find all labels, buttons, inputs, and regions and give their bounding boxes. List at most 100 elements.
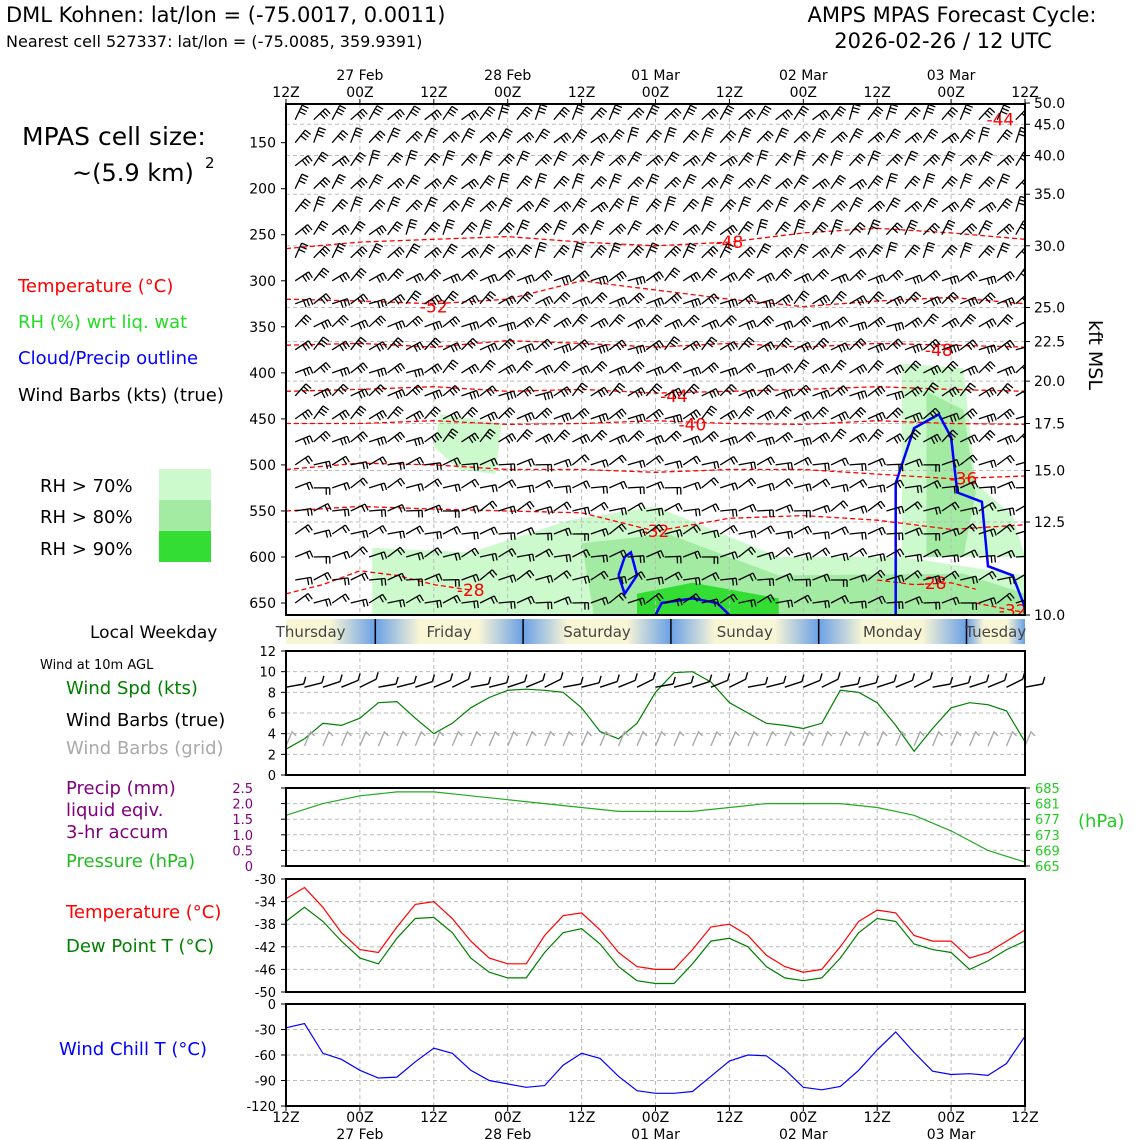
- wind-barb: [497, 172, 510, 189]
- wind-barb: [534, 222, 552, 236]
- wind-barb: [553, 501, 572, 512]
- wind-barb: [664, 318, 683, 330]
- legend-precip: Precip (mm): [66, 778, 176, 799]
- wind-barb: [442, 385, 461, 397]
- weekday-label: Sunday: [717, 623, 773, 641]
- wind-barb: [590, 429, 608, 443]
- wind-barb: [756, 436, 776, 447]
- wind-barb: [941, 343, 960, 354]
- wind-barb: [756, 218, 769, 235]
- weekday-band: [670, 619, 819, 644]
- wind-barb: [719, 456, 739, 466]
- wind-barb: [738, 268, 755, 282]
- wind-barb: [830, 342, 850, 353]
- wind-barb: [368, 130, 386, 144]
- wind-barb: [646, 576, 664, 585]
- wind-barb: [812, 320, 831, 331]
- wind-barb: [627, 245, 645, 259]
- wind-barb: [812, 109, 831, 121]
- wind-barb: [812, 406, 829, 420]
- wind-barb: [904, 244, 921, 259]
- wind-barb-grid: [876, 730, 888, 747]
- temperature-panel: -30 -34 -38 -42 -46 -50: [255, 873, 1026, 1001]
- wind-barb: [978, 554, 997, 563]
- wind-barb: [368, 367, 388, 377]
- wind-barb: [978, 292, 996, 305]
- wind-barb: [553, 412, 572, 423]
- wind-barb: [442, 149, 456, 166]
- wind-barb: [996, 339, 1015, 351]
- wind-barb: [645, 154, 664, 167]
- wind-barb: [627, 220, 642, 236]
- wind-barb: [738, 503, 757, 513]
- wind-barb: [775, 389, 794, 400]
- wind-barb: [922, 382, 939, 397]
- wind-barb: [867, 526, 886, 536]
- wind-barb: [756, 525, 776, 535]
- top-hour-label: 12Z: [568, 85, 595, 101]
- legend-windchill: Wind Chill T (°C): [59, 1039, 207, 1060]
- panel-y-tick-label: -50: [255, 986, 276, 1001]
- wind-barb: [461, 504, 480, 514]
- wind-barb: [941, 201, 960, 213]
- wind-barb: [738, 246, 756, 259]
- wind-barb: [608, 270, 627, 282]
- wind-barb: [941, 291, 959, 305]
- wind-barb: [387, 477, 406, 489]
- cross-section-content: -44-48-52-48-44-40-36-32-28 -28-32: [286, 104, 1025, 615]
- wind-barb-true: [507, 674, 528, 688]
- wind-barb: [812, 478, 831, 489]
- panel-y-tick-label: 1.5: [232, 813, 253, 828]
- wind-barb: [849, 479, 868, 489]
- wind-barb: [664, 151, 680, 167]
- pressure-tick-label: 650: [249, 596, 276, 612]
- wind-barb: [405, 272, 425, 284]
- wind-barb: [313, 529, 332, 538]
- wind-barb: [830, 174, 847, 190]
- wind-barb: [997, 481, 1016, 490]
- cloud-outline: [617, 550, 639, 597]
- wind-barb: [387, 127, 401, 143]
- wind-barb: [405, 243, 421, 259]
- legend-precip-liquid: liquid eqiv.: [66, 800, 163, 821]
- wind-barb: [793, 410, 813, 422]
- wind-barb: [498, 153, 515, 167]
- wind-barb: [996, 408, 1015, 420]
- wind-barb: [775, 177, 793, 190]
- height-tick-label: 22.5: [1034, 335, 1065, 351]
- wind-barb: [553, 219, 568, 235]
- wind-barb: [923, 364, 942, 376]
- wind-barb: [959, 523, 978, 535]
- pressure-tick-label: 450: [249, 412, 276, 428]
- wind-barb: [775, 546, 794, 558]
- wind-barb: [830, 385, 849, 397]
- wind-barb: [294, 455, 313, 466]
- pressure-right-tick-label: 665: [1035, 860, 1060, 875]
- wind-barb: [350, 151, 366, 167]
- wind-barb: [1015, 178, 1025, 190]
- wind-barb: [295, 576, 313, 586]
- wind-barb: [405, 384, 424, 397]
- legend-precip-accum: 3-hr accum: [66, 822, 168, 843]
- wind-barb: [960, 506, 979, 516]
- wind-barb: [387, 572, 406, 582]
- wind-barb: [590, 132, 609, 144]
- wind-barb: [387, 108, 405, 121]
- rh-region-70: [433, 414, 502, 475]
- wind-barb-grid: [543, 730, 556, 747]
- wind-barb: [350, 546, 368, 558]
- height-tick-label: 50.0: [1034, 96, 1065, 112]
- wind-barb: [627, 459, 646, 469]
- wind-barb: [719, 224, 738, 236]
- wind-barb: [571, 241, 585, 259]
- wind-barb: [331, 198, 349, 213]
- pressure-tick-label: 250: [249, 228, 276, 244]
- wind-barb: [1015, 555, 1025, 558]
- wind-barb-true: [710, 673, 731, 688]
- panel-y-tick-label: -42: [255, 941, 276, 956]
- pressure-right-tick-label: 681: [1035, 798, 1060, 813]
- wind-barb: [535, 532, 553, 541]
- wind-barb: [941, 275, 960, 285]
- wind-barb: [794, 509, 811, 518]
